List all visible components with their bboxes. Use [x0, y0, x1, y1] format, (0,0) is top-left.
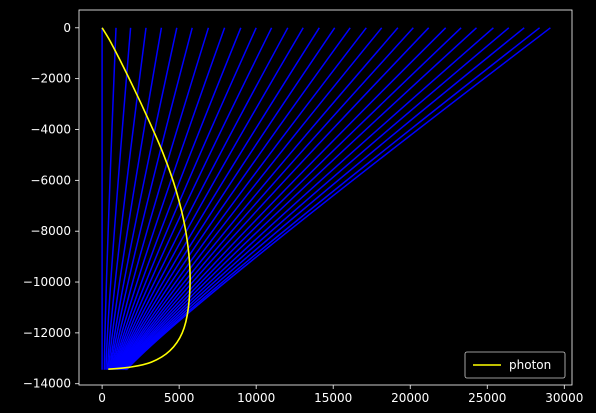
series-line-photon — [101, 27, 191, 370]
ray-line — [123, 27, 494, 371]
ray-line — [122, 27, 478, 371]
ray-line — [110, 27, 210, 370]
ray-line — [119, 27, 399, 371]
ray-line — [120, 27, 414, 371]
axes-frame — [78, 9, 573, 386]
x-tick-label: 25000 — [468, 391, 506, 405]
y-tick-label: 0 — [63, 21, 71, 35]
x-tick-label: 20000 — [391, 391, 429, 405]
ray-line — [125, 27, 551, 371]
ray-line — [114, 27, 273, 370]
x-tick-label: 30000 — [545, 391, 583, 405]
legend-label-photon: photon — [509, 358, 551, 372]
y-tick-label: −2000 — [30, 72, 71, 86]
y-tick-label: −12000 — [23, 326, 71, 340]
ray-line — [119, 27, 383, 371]
ray-line — [109, 27, 193, 370]
y-tick-label: −6000 — [30, 173, 71, 187]
ray-line — [107, 27, 163, 370]
ray-line — [106, 27, 147, 370]
ray-line — [116, 27, 320, 370]
y-tick-label: −10000 — [23, 275, 71, 289]
y-axis-ticks: 0 −2000 −4000 −6000 −8000 −10000 −12000 −14000 — [23, 21, 79, 391]
ray-line — [115, 27, 304, 370]
ray-line — [124, 27, 525, 371]
x-tick-label: 15000 — [314, 391, 352, 405]
legend: photon — [464, 351, 566, 379]
ray-line — [117, 27, 336, 370]
x-tick-label: 10000 — [237, 391, 275, 405]
ray-line — [112, 27, 242, 370]
ray-line — [105, 27, 132, 370]
ray-line — [113, 27, 257, 370]
ray-line — [103, 27, 117, 370]
ray-line — [122, 27, 462, 371]
x-tick-label: 5000 — [164, 391, 195, 405]
y-tick-label: −8000 — [30, 224, 71, 238]
ray-line — [121, 27, 447, 371]
x-axis-ticks: 0 5000 10000 15000 20000 25000 30000 — [98, 385, 583, 405]
ray-line — [109, 27, 178, 370]
ray-line — [115, 27, 289, 370]
y-tick-label: −14000 — [23, 377, 71, 391]
ray-line — [118, 27, 367, 371]
ray-line — [117, 27, 351, 371]
series-layer — [101, 27, 191, 370]
ray-line — [125, 27, 541, 371]
ray-line — [120, 27, 430, 371]
y-tick-label: −4000 — [30, 122, 71, 136]
ray-line — [124, 27, 510, 371]
legend-box — [464, 351, 566, 379]
ray-line — [111, 27, 226, 370]
x-tick-label: 0 — [98, 391, 106, 405]
rays-layer — [101, 27, 551, 371]
